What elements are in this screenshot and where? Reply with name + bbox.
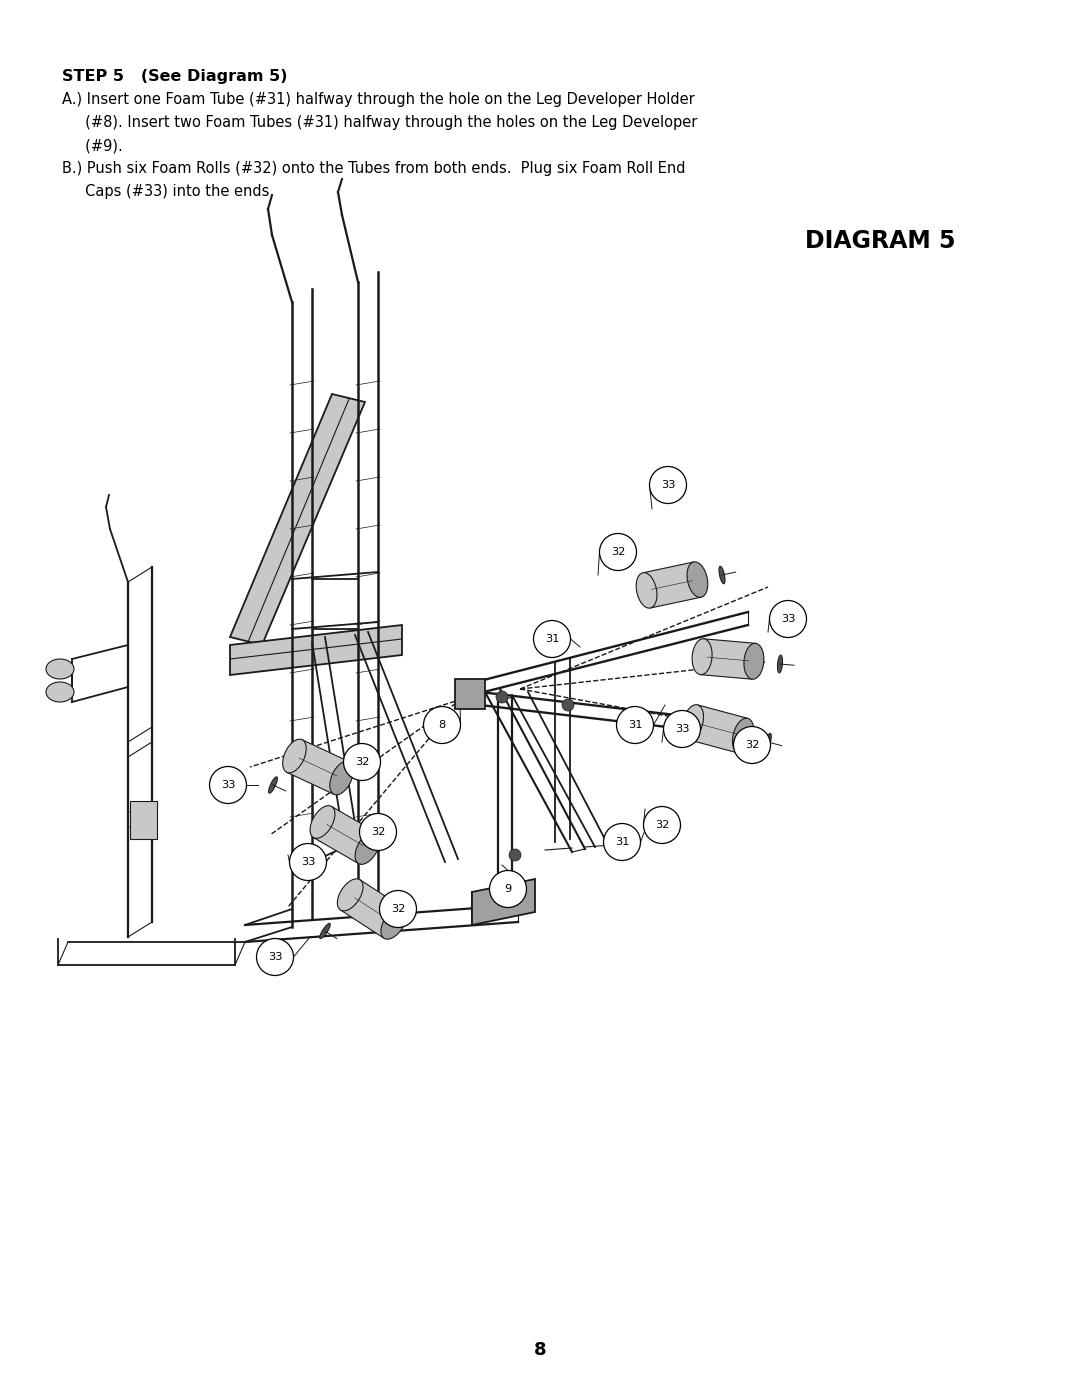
Circle shape — [423, 707, 460, 743]
Ellipse shape — [687, 562, 707, 598]
Text: (#8). Insert two Foam Tubes (#31) halfway through the holes on the Leg Developer: (#8). Insert two Foam Tubes (#31) halfwa… — [62, 115, 698, 130]
Circle shape — [617, 707, 653, 743]
Text: DIAGRAM 5: DIAGRAM 5 — [805, 229, 955, 253]
Text: 33: 33 — [268, 951, 282, 963]
Polygon shape — [287, 739, 349, 795]
Ellipse shape — [355, 831, 380, 865]
Text: STEP 5   (See Diagram 5): STEP 5 (See Diagram 5) — [62, 68, 287, 84]
Circle shape — [663, 711, 701, 747]
Circle shape — [534, 620, 570, 658]
Circle shape — [562, 698, 573, 711]
Text: 9: 9 — [504, 884, 512, 894]
Ellipse shape — [337, 879, 363, 911]
Ellipse shape — [719, 566, 725, 584]
Text: 33: 33 — [781, 615, 795, 624]
Circle shape — [599, 534, 636, 570]
Text: 32: 32 — [745, 740, 759, 750]
Text: 33: 33 — [661, 481, 675, 490]
Polygon shape — [688, 705, 747, 753]
Polygon shape — [230, 394, 365, 645]
Ellipse shape — [329, 761, 353, 795]
Circle shape — [360, 813, 396, 851]
FancyBboxPatch shape — [455, 679, 485, 710]
Circle shape — [649, 467, 687, 503]
Circle shape — [644, 806, 680, 844]
Circle shape — [379, 890, 417, 928]
Text: 32: 32 — [611, 548, 625, 557]
Ellipse shape — [269, 777, 278, 793]
Text: 33: 33 — [675, 724, 689, 733]
Text: (#9).: (#9). — [62, 138, 123, 154]
Text: 32: 32 — [370, 827, 386, 837]
Ellipse shape — [320, 923, 330, 939]
Circle shape — [733, 726, 770, 764]
Circle shape — [489, 870, 527, 908]
Ellipse shape — [46, 659, 75, 679]
Ellipse shape — [293, 847, 303, 863]
Ellipse shape — [636, 573, 657, 608]
Circle shape — [604, 823, 640, 861]
Ellipse shape — [778, 655, 783, 673]
Circle shape — [496, 692, 508, 703]
Circle shape — [769, 601, 807, 637]
Text: 8: 8 — [534, 1341, 546, 1359]
Text: A.) Insert one Foam Tube (#31) halfway through the hole on the Leg Developer Hol: A.) Insert one Foam Tube (#31) halfway t… — [62, 92, 694, 108]
Ellipse shape — [732, 718, 754, 753]
Ellipse shape — [283, 739, 307, 773]
Polygon shape — [472, 879, 535, 925]
Text: 32: 32 — [654, 820, 670, 830]
Ellipse shape — [765, 733, 771, 750]
Text: 31: 31 — [615, 837, 630, 847]
Text: 33: 33 — [300, 856, 315, 868]
Circle shape — [210, 767, 246, 803]
Ellipse shape — [381, 907, 407, 939]
Text: 31: 31 — [544, 634, 559, 644]
Polygon shape — [230, 624, 402, 675]
Text: 32: 32 — [391, 904, 405, 914]
Circle shape — [343, 743, 380, 781]
Polygon shape — [701, 638, 756, 679]
Polygon shape — [313, 806, 377, 863]
Text: Caps (#33) into the ends.: Caps (#33) into the ends. — [62, 184, 274, 198]
Ellipse shape — [46, 682, 75, 703]
FancyBboxPatch shape — [130, 800, 157, 840]
Text: 8: 8 — [438, 719, 446, 731]
Polygon shape — [340, 880, 404, 939]
Ellipse shape — [744, 643, 764, 679]
Text: 32: 32 — [355, 757, 369, 767]
Text: B.) Push six Foam Rolls (#32) onto the Tubes from both ends.  Plug six Foam Roll: B.) Push six Foam Rolls (#32) onto the T… — [62, 161, 686, 176]
Ellipse shape — [310, 806, 335, 838]
Circle shape — [509, 849, 521, 861]
Ellipse shape — [683, 704, 703, 740]
Text: 31: 31 — [627, 719, 643, 731]
Text: 33: 33 — [220, 780, 235, 789]
Circle shape — [289, 844, 326, 880]
Ellipse shape — [692, 638, 712, 675]
Polygon shape — [643, 562, 701, 608]
Circle shape — [257, 939, 294, 975]
